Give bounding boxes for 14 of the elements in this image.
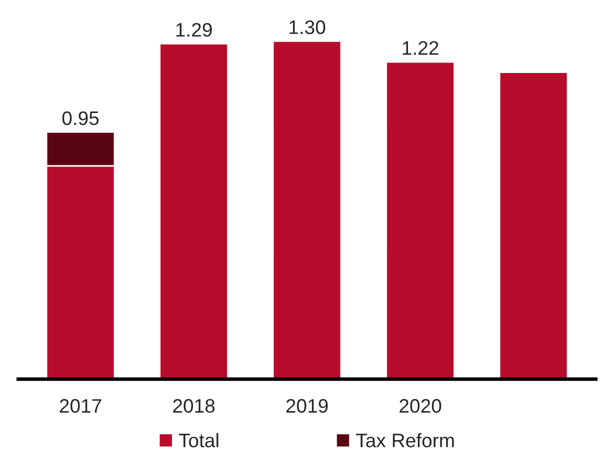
data-label: 1.29 <box>176 22 212 37</box>
x-tick-label: 2020 <box>400 399 442 413</box>
x-tick-label: 2017 <box>60 399 102 413</box>
x-tick-label: 2018 <box>173 399 215 413</box>
bar <box>498 72 568 380</box>
legend-label: Tax Reform <box>356 433 454 448</box>
data-label: 1.30 <box>290 20 326 34</box>
bar <box>272 40 342 380</box>
bar <box>386 61 455 380</box>
x-tick-label: 2019 <box>286 399 328 413</box>
total-label: 0.95 <box>62 111 99 126</box>
legend-label: Total <box>178 433 218 448</box>
data-label: 1.22 <box>402 41 438 55</box>
bar <box>159 42 228 380</box>
